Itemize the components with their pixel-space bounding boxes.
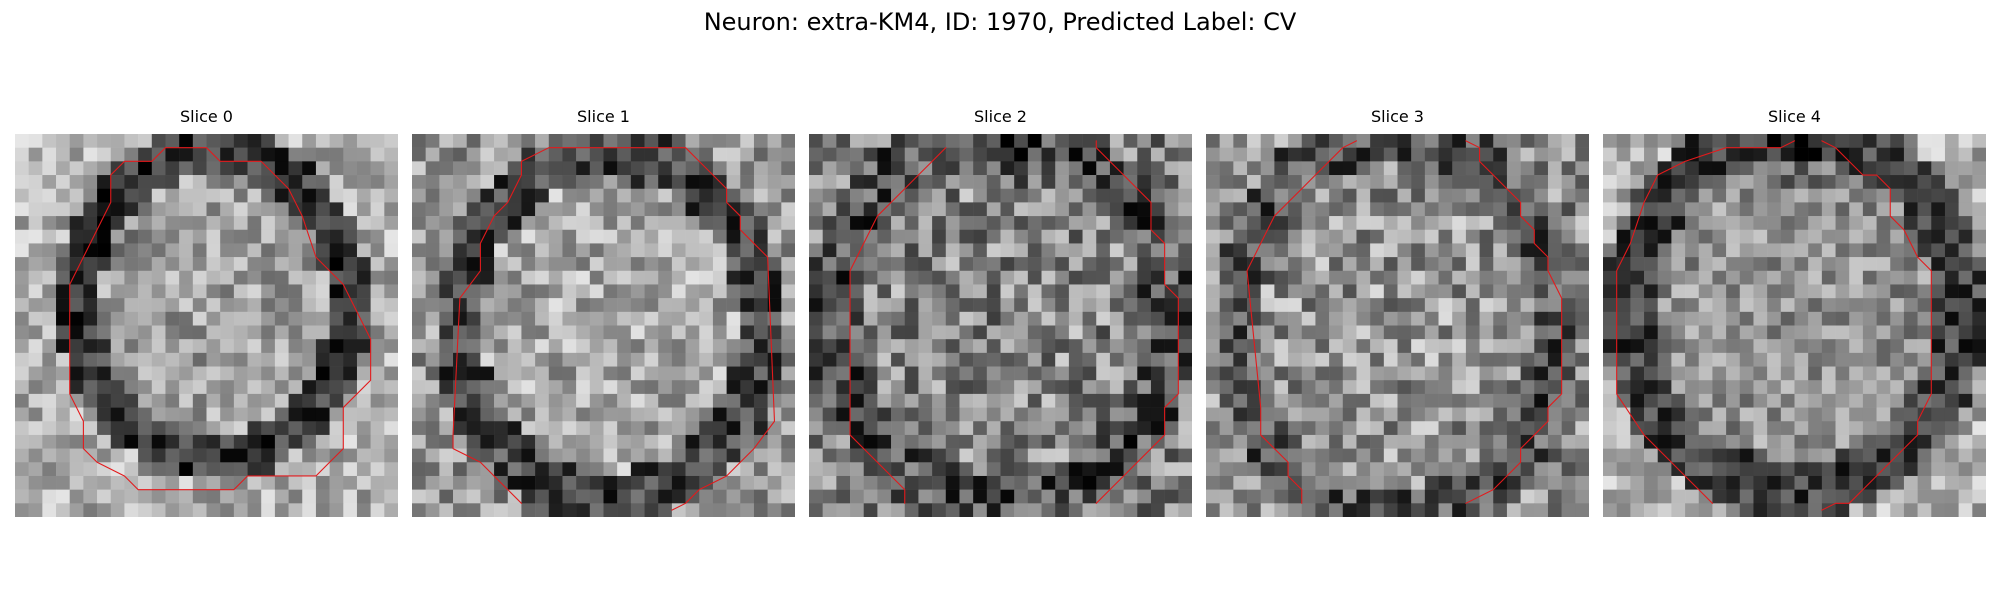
contour-line	[1821, 140, 1932, 511]
contour-line	[1465, 140, 1563, 504]
contour-line	[1616, 140, 1796, 504]
slice-image-0	[15, 134, 398, 517]
contour-line	[849, 147, 947, 504]
slice-image-1	[412, 134, 795, 517]
slice-image-4	[1603, 134, 1986, 517]
pixel-grid	[809, 134, 1192, 517]
contour-line	[69, 147, 372, 491]
pixel-grid	[1206, 134, 1589, 517]
contour-line	[1095, 140, 1179, 504]
pixel-grid	[1603, 134, 1986, 517]
contour-line	[452, 147, 776, 511]
slice-title-0: Slice 0	[180, 107, 233, 126]
pixel-grid	[15, 134, 398, 517]
contour-line	[1246, 140, 1358, 504]
slice-title-3: Slice 3	[1371, 107, 1424, 126]
slice-title-2: Slice 2	[974, 107, 1027, 126]
slice-image-2	[809, 134, 1192, 517]
slice-title-4: Slice 4	[1768, 107, 1821, 126]
figure-title: Neuron: extra-KM4, ID: 1970, Predicted L…	[703, 8, 1297, 36]
slice-image-3	[1206, 134, 1589, 517]
pixel-grid	[412, 134, 795, 517]
slice-title-1: Slice 1	[577, 107, 630, 126]
